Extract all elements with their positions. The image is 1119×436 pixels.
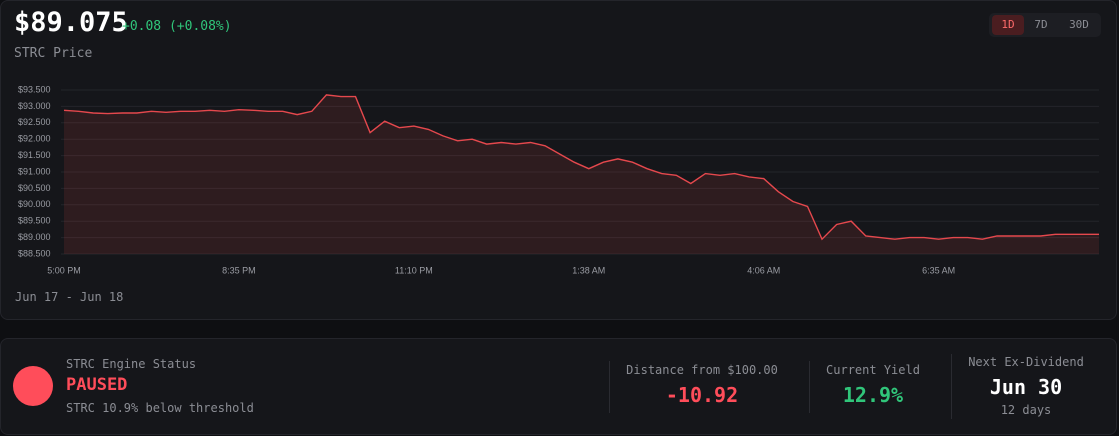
status-dot	[13, 366, 53, 406]
y-tick-label: $89.000	[18, 232, 51, 242]
divider	[609, 361, 610, 413]
status-label: STRC Engine Status	[66, 357, 197, 371]
x-tick-label: 4:06 AM	[747, 265, 780, 275]
x-tick-label: 8:35 PM	[222, 265, 256, 275]
y-tick-label: $88.500	[18, 248, 51, 258]
y-tick-label: $91.000	[18, 166, 51, 176]
subtitle: STRC Price	[14, 46, 93, 61]
y-tick-label: $93.000	[18, 101, 51, 111]
stat: Distance from $100.00 -10.92	[611, 339, 793, 436]
divider	[951, 354, 952, 419]
stat-value: 12.9%	[842, 383, 904, 407]
status-card: STRC Engine Status PAUSED STRC 10.9% bel…	[0, 338, 1117, 435]
x-tick-label: 6:35 AM	[922, 265, 955, 275]
y-tick-label: $92.000	[18, 134, 51, 144]
stat-label: Next Ex-Dividend	[968, 355, 1084, 369]
x-tick-label: 5:00 PM	[47, 265, 81, 275]
price-change: +0.08 (+0.08%)	[122, 19, 232, 34]
y-tick-label: $92.500	[18, 117, 51, 127]
stat-label: Distance from $100.00	[626, 363, 778, 377]
y-tick-label: $90.000	[18, 199, 51, 209]
x-tick-label: 11:10 PM	[395, 265, 433, 275]
chart-card: $89.075 +0.08 (+0.08%) STRC Price 1D 7D …	[0, 0, 1117, 320]
range-button[interactable]: 1D	[992, 15, 1024, 35]
stat: Current Yield 12.9%	[811, 339, 935, 436]
range-button[interactable]: 30D	[1069, 18, 1089, 31]
y-tick-label: $91.500	[18, 150, 51, 160]
stat-value: -10.92	[665, 383, 739, 407]
stat-label: Current Yield	[826, 363, 920, 377]
x-tick-label: 1:38 AM	[572, 265, 605, 275]
range-button[interactable]: 7D	[1034, 18, 1048, 31]
y-tick-label: $90.500	[18, 183, 51, 193]
price-line	[63, 94, 1099, 241]
status-note: STRC 10.9% below threshold	[66, 401, 254, 415]
divider	[809, 361, 810, 413]
stat-value: Jun 30	[989, 375, 1063, 399]
stat-sub: 12 days	[1000, 403, 1052, 417]
y-tick-label: $89.500	[18, 216, 51, 226]
status-state: PAUSED	[66, 375, 128, 395]
area-fill	[64, 94, 1099, 255]
chart: $88.500 $89.000 $89.500 $90.000 $90.500 $91.0…	[18, 84, 1099, 275]
y-tick-label: $93.500	[18, 84, 51, 94]
stat: Next Ex-Dividend Jun 30 12 days	[953, 339, 1099, 436]
date-range: Jun 17 - Jun 18	[15, 290, 124, 304]
price: $89.075	[14, 7, 128, 38]
